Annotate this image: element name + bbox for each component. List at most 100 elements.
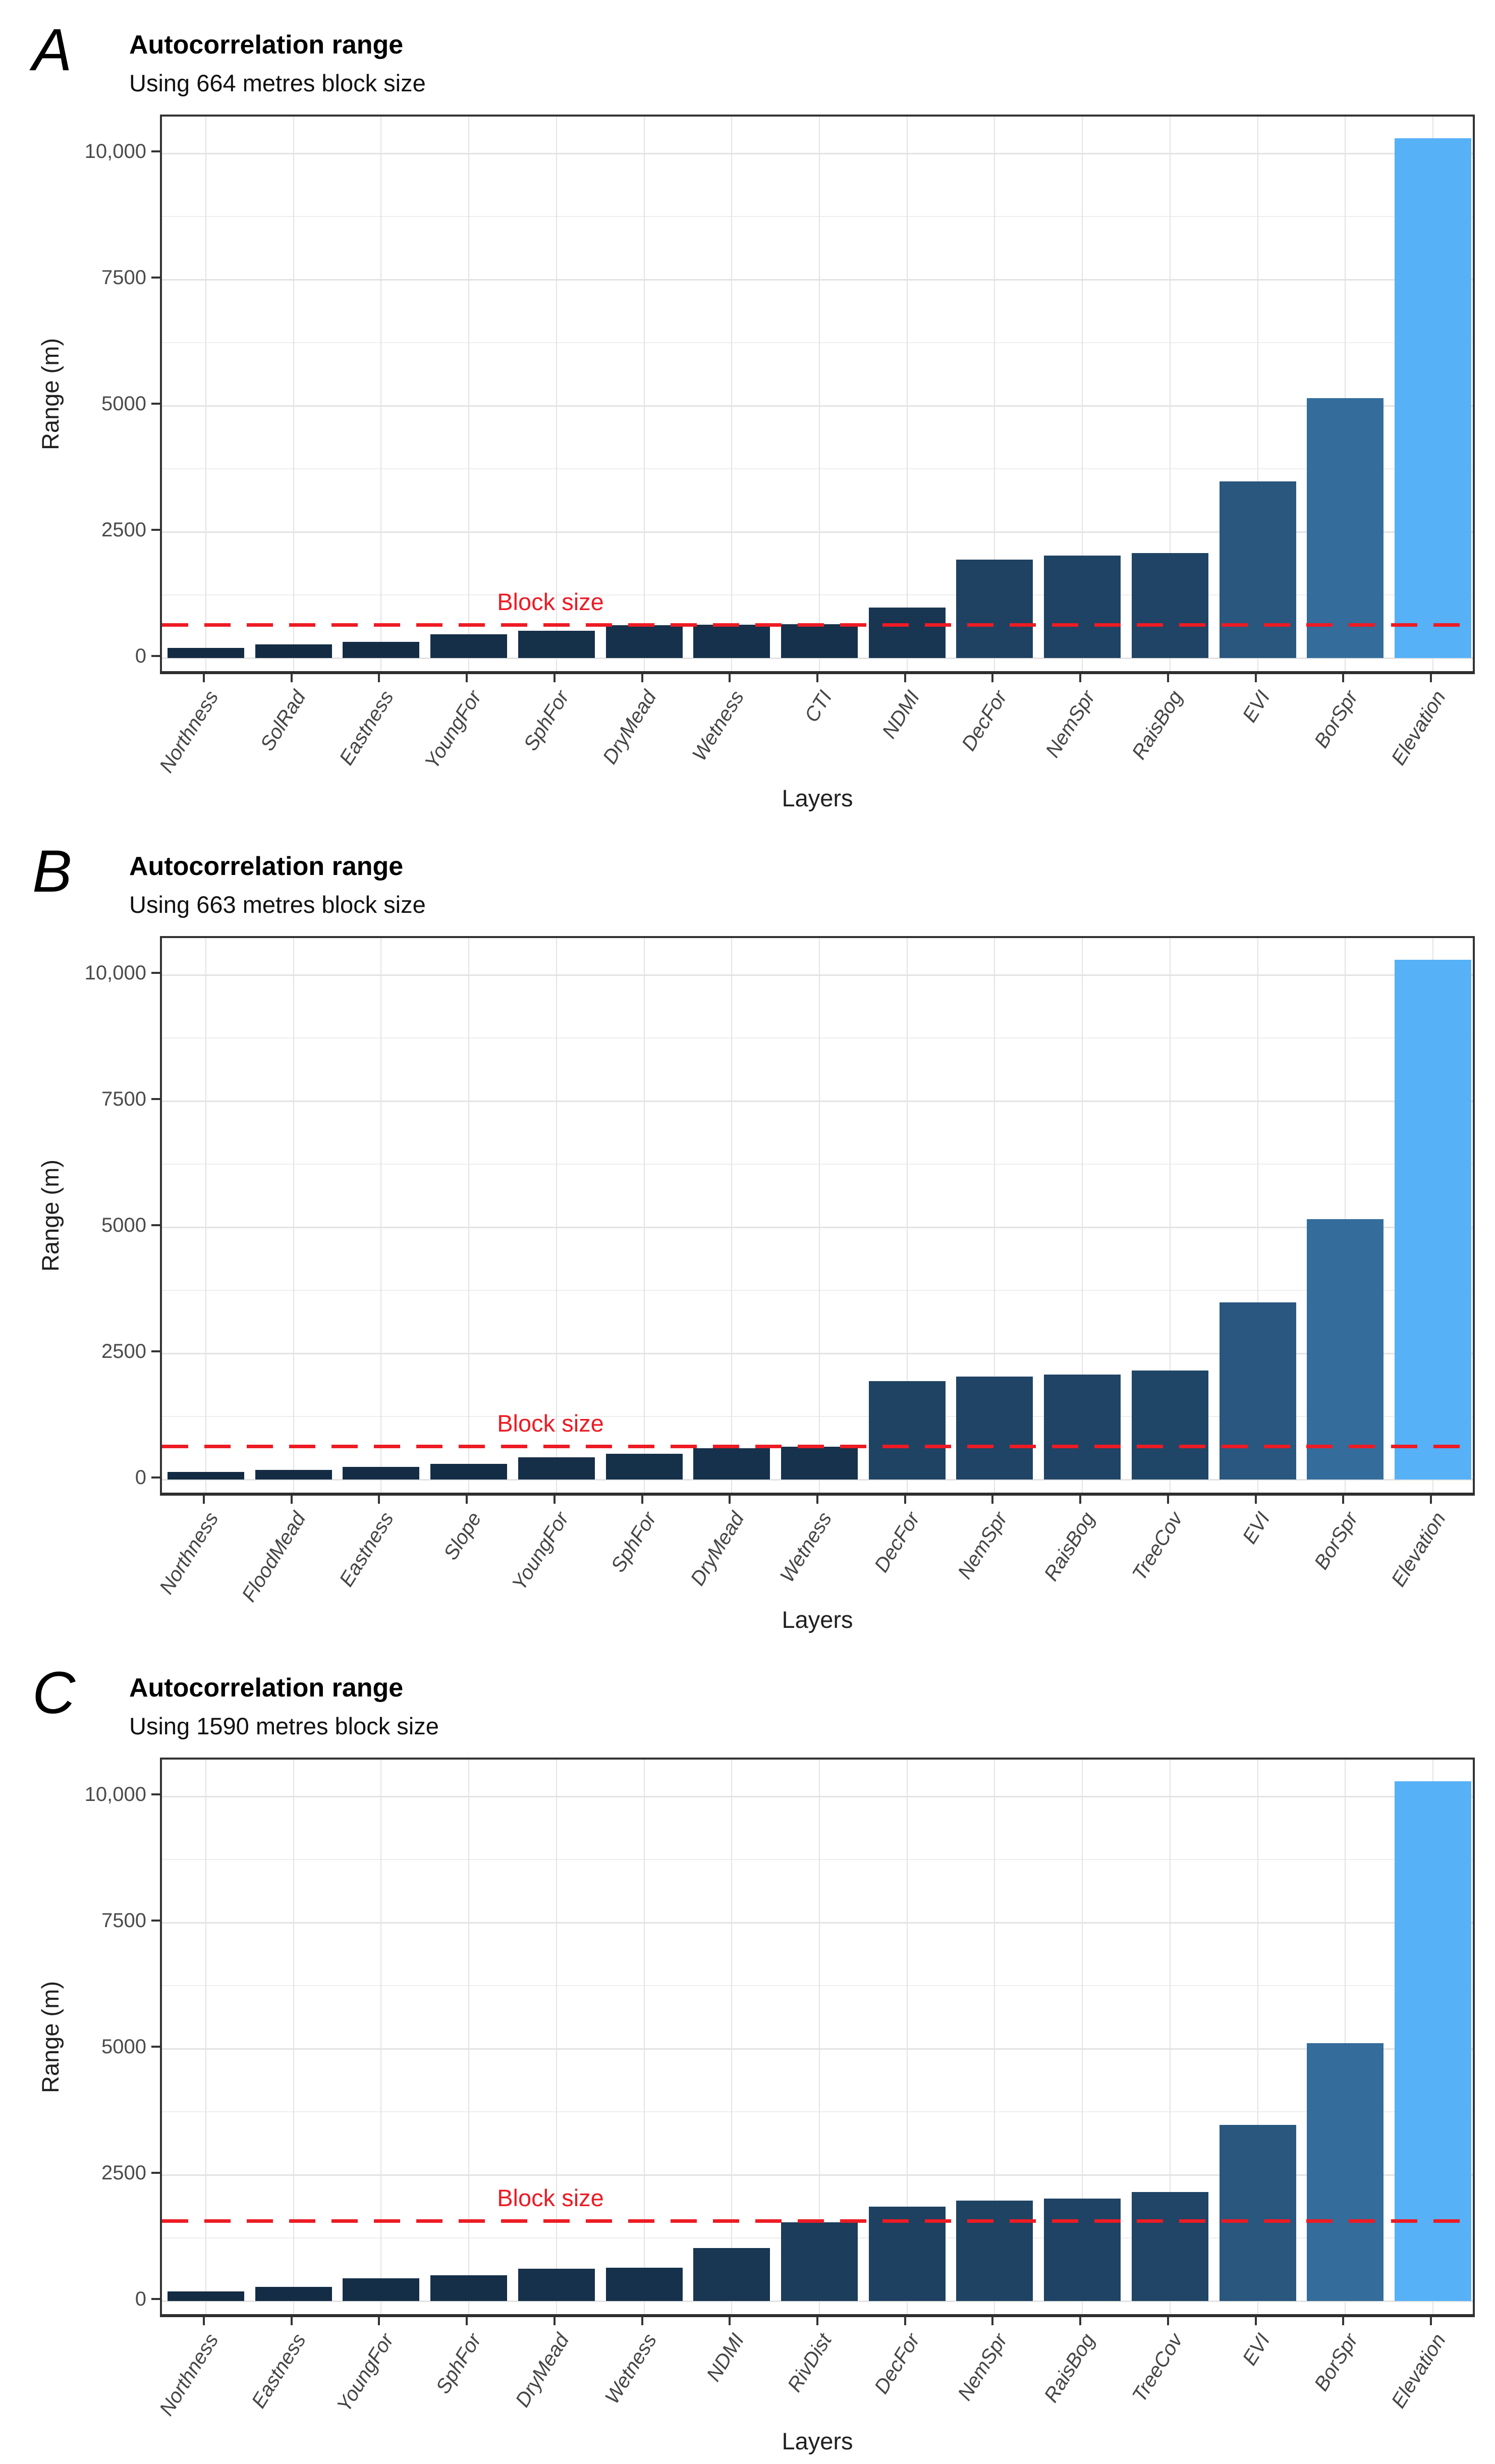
gridline-major [162, 2301, 1473, 2302]
bar-raisbog [1044, 1375, 1121, 1480]
x-tick-mark [378, 674, 380, 682]
x-tick-mark [378, 2317, 380, 2325]
y-tick-label: 2500 [101, 2162, 146, 2184]
y-tick-mark [151, 2046, 160, 2048]
x-tick-label: YoungFor [333, 2330, 398, 2416]
gridline-vertical [994, 938, 995, 1493]
chart-subtitle: Using 1590 metres block size [129, 1713, 439, 1739]
x-axis-line [160, 2314, 1475, 2317]
gridline-vertical [468, 117, 470, 672]
gridline-vertical [556, 938, 557, 1493]
y-tick-label: 2500 [101, 1340, 146, 1362]
gridline-vertical [1082, 938, 1083, 1493]
x-tick-mark [1342, 2317, 1345, 2325]
x-tick-mark [1079, 1495, 1082, 1504]
bar-northness [168, 1472, 244, 1480]
y-tick-mark [151, 655, 160, 657]
y-axis-title: Range (m) [37, 1981, 64, 2094]
x-tick-mark [202, 1495, 205, 1504]
y-tick-label: 0 [135, 645, 146, 667]
gridline-minor [162, 342, 1473, 343]
x-tick-mark [816, 1495, 818, 1504]
x-tick-label: CTI [800, 687, 837, 726]
gridline-major [162, 1353, 1473, 1354]
bar-cti [781, 624, 858, 658]
x-tick-mark [1254, 2317, 1257, 2325]
x-tick-label: Eastness [247, 2330, 310, 2412]
bar-evi [1220, 2125, 1296, 2301]
x-tick-label: Elevation [1387, 2330, 1450, 2412]
x-tick-mark [553, 1495, 556, 1504]
gridline-vertical [205, 938, 206, 1493]
chart-title: Autocorrelation range [129, 1673, 404, 1703]
bar-raisbog [1044, 2199, 1121, 2301]
bar-sphfor [606, 1454, 683, 1480]
x-tick-mark [1079, 674, 1082, 682]
x-tick-label: Northness [155, 2330, 223, 2420]
x-tick-label: NemSpr [1041, 687, 1099, 761]
y-tick-label: 10,000 [84, 1783, 146, 1805]
bar-treecov [1132, 1371, 1208, 1480]
gridline-vertical [731, 1760, 733, 2315]
block-size-line [162, 623, 1473, 627]
x-tick-mark [904, 1495, 906, 1504]
bar-drymead [693, 1448, 770, 1480]
x-tick-label: DryMead [598, 687, 661, 768]
gridline-vertical [468, 938, 470, 1493]
x-tick-label: NDMI [877, 687, 924, 743]
gridline-major [162, 153, 1473, 154]
bar-elevation [1395, 1781, 1471, 2301]
gridline-vertical [293, 938, 294, 1493]
gridline-major [162, 974, 1473, 976]
y-tick-mark [151, 1224, 160, 1226]
x-tick-mark [816, 2317, 818, 2325]
x-tick-mark [1167, 674, 1169, 682]
y-tick-label: 5000 [101, 2036, 146, 2058]
gridline-vertical [1345, 938, 1346, 1493]
gridline-vertical [819, 938, 820, 1493]
bar-youngfor [430, 634, 507, 658]
x-tick-label: EVI [1238, 2330, 1275, 2370]
x-tick-mark [202, 674, 205, 682]
y-tick-mark [151, 529, 160, 531]
y-tick-label: 5000 [101, 393, 146, 415]
gridline-vertical [643, 1760, 645, 2315]
gridline-vertical [1082, 117, 1083, 672]
x-tick-mark [904, 674, 906, 682]
x-axis-line [160, 1493, 1475, 1496]
panel-letter: C [32, 1660, 76, 1726]
x-tick-mark [991, 1495, 994, 1504]
gridline-vertical [643, 117, 645, 672]
x-tick-mark [1430, 674, 1432, 682]
x-tick-label: DecFor [957, 687, 1012, 755]
gridline-vertical [293, 117, 294, 672]
x-tick-label: RaisBog [1127, 687, 1187, 763]
bar-floodmead [255, 1470, 332, 1480]
gridline-vertical [556, 1760, 557, 2315]
gridline-major [162, 2174, 1473, 2176]
x-tick-label: Slope [439, 1508, 486, 1564]
x-tick-label: Northness [155, 687, 223, 777]
gridline-vertical [819, 117, 820, 672]
x-tick-mark [904, 2317, 906, 2325]
x-tick-mark [1254, 1495, 1257, 1504]
block-size-label: Block size [497, 1409, 604, 1437]
plot-area: Block size [160, 936, 1475, 1495]
x-tick-mark [290, 1495, 293, 1504]
gridline-minor [162, 216, 1473, 217]
chart-panel-A: A Autocorrelation range Using 664 metres b… [0, 0, 1495, 822]
x-tick-mark [466, 2317, 468, 2325]
bar-rivdist [781, 2222, 858, 2301]
x-tick-mark [1079, 2317, 1082, 2325]
x-tick-label: TreeCov [1128, 1508, 1187, 1584]
bar-ndmi [869, 608, 946, 658]
x-tick-mark [1167, 2317, 1169, 2325]
gridline-major [162, 1227, 1473, 1228]
x-axis-title: Layers [782, 1606, 853, 1633]
x-tick-mark [816, 674, 818, 682]
bar-borspr [1307, 1219, 1383, 1480]
bar-youngfor [518, 1457, 595, 1480]
x-tick-label: Wetness [688, 687, 749, 765]
gridline-minor [162, 1164, 1473, 1165]
